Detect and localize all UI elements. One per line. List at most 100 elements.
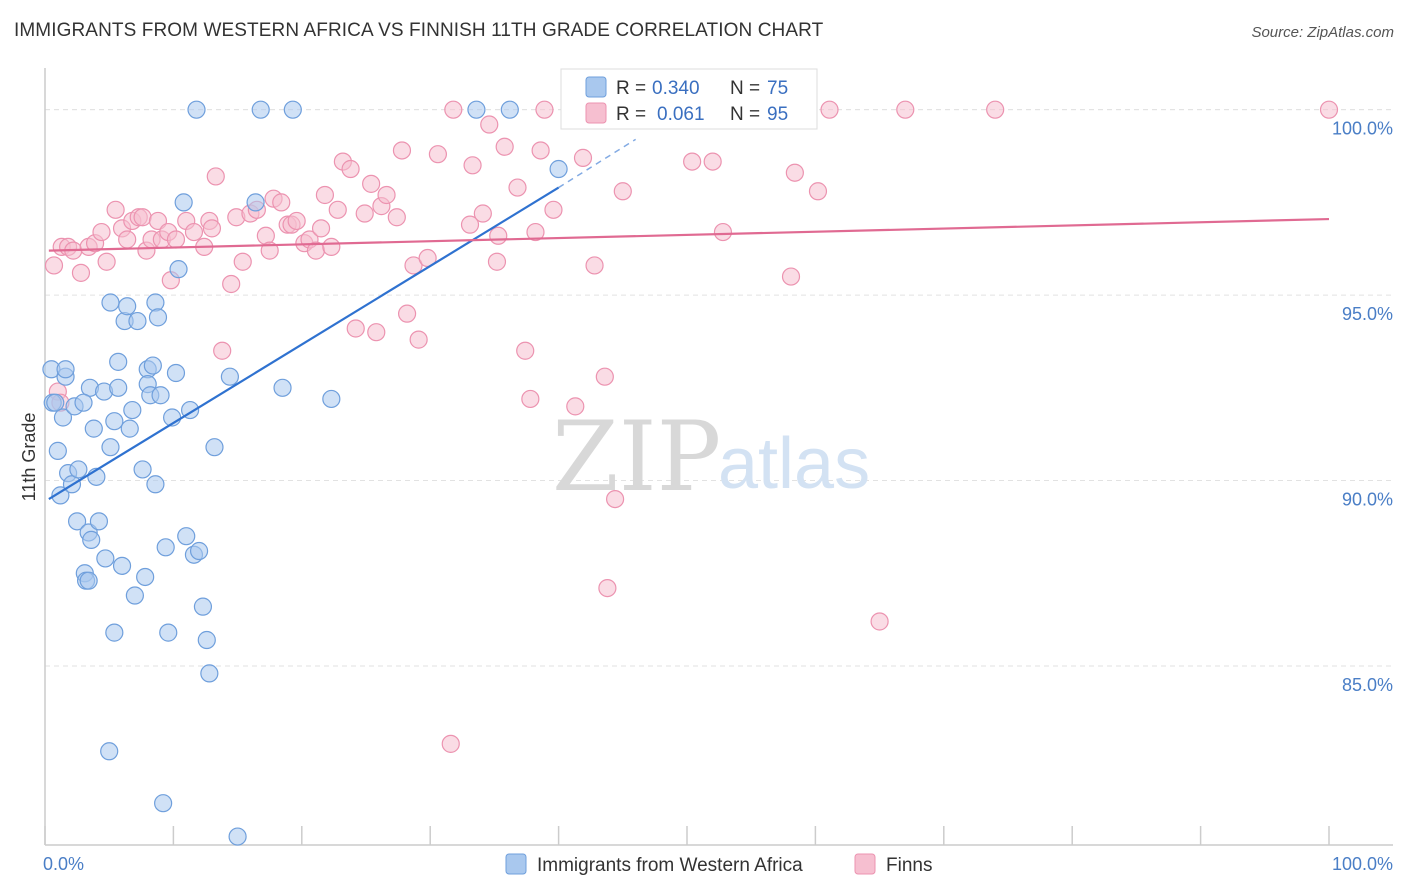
- data-point: [355, 204, 374, 223]
- data-point: [84, 419, 103, 438]
- data-point: [346, 319, 365, 338]
- data-point: [328, 200, 347, 219]
- data-point: [362, 174, 381, 193]
- data-point: [480, 115, 499, 134]
- data-point: [549, 159, 568, 179]
- data-point: [154, 794, 173, 813]
- data-point: [143, 356, 162, 375]
- data-point: [123, 400, 142, 420]
- data-point: [74, 393, 93, 412]
- gridlines: [45, 109, 1393, 667]
- data-point: [283, 100, 302, 119]
- correlation-legend: R = 0.340 N = 75 R = 0.061 N = 95: [560, 68, 818, 130]
- y-tick-label: 95.0%: [1342, 304, 1393, 324]
- data-point: [125, 586, 144, 605]
- data-point: [500, 100, 519, 119]
- legend-r-label-pink: R =: [616, 104, 646, 125]
- data-point: [202, 219, 222, 238]
- data-point: [187, 100, 206, 119]
- series-legend: Immigrants from Western Africa Finns: [505, 853, 932, 876]
- data-point: [896, 100, 915, 119]
- data-point: [531, 141, 550, 160]
- series-swatch-western-africa: [505, 853, 527, 875]
- data-point: [322, 237, 341, 256]
- data-point: [246, 193, 265, 212]
- data-point: [100, 742, 119, 761]
- data-point: [105, 412, 124, 431]
- data-point: [322, 389, 341, 409]
- data-point: [159, 623, 178, 642]
- trend-line-extension-blue: [558, 138, 637, 189]
- finns-points: [44, 100, 1339, 753]
- legend-r-value-pink: 0.061: [657, 104, 705, 125]
- x-axis-ticks: [44, 826, 1330, 845]
- data-point: [97, 252, 116, 271]
- data-point: [392, 141, 412, 160]
- data-point: [101, 293, 120, 312]
- data-point: [489, 226, 508, 245]
- data-point: [177, 527, 196, 546]
- data-point: [96, 549, 115, 568]
- data-point: [287, 211, 306, 231]
- y-tick-label: 85.0%: [1342, 675, 1393, 695]
- data-point: [508, 178, 527, 197]
- data-point: [109, 378, 128, 397]
- data-point: [82, 530, 101, 549]
- y-axis-label: 11th Grade: [19, 413, 39, 502]
- data-point: [595, 367, 614, 386]
- data-point: [387, 208, 406, 227]
- data-point: [46, 393, 65, 412]
- x-axis-tick-labels: 0.0% 100.0%: [43, 854, 1393, 874]
- trend-line-pink: [48, 217, 1330, 252]
- data-point: [220, 367, 239, 386]
- data-point: [566, 397, 585, 416]
- data-point: [785, 163, 804, 182]
- data-point: [189, 541, 209, 561]
- data-point: [166, 363, 186, 383]
- data-point: [206, 167, 225, 186]
- data-point: [397, 304, 417, 323]
- data-point: [273, 378, 292, 397]
- legend-n-value-blue: 75: [767, 78, 788, 99]
- data-point: [197, 630, 216, 650]
- data-point: [256, 226, 275, 245]
- legend-n-value-pink: 95: [767, 104, 788, 125]
- data-point: [535, 100, 554, 119]
- data-point: [222, 274, 241, 294]
- data-point: [516, 341, 535, 360]
- x-tick-label: 0.0%: [43, 854, 84, 874]
- data-point: [151, 386, 170, 405]
- data-point: [89, 512, 109, 531]
- legend-swatch-blue: [585, 76, 607, 98]
- data-point: [133, 460, 152, 479]
- data-point: [174, 193, 193, 212]
- data-point: [233, 252, 252, 271]
- data-point: [526, 222, 545, 242]
- data-point: [444, 100, 463, 119]
- data-point: [205, 438, 224, 457]
- data-point: [228, 827, 247, 846]
- data-point: [870, 612, 889, 631]
- data-point: [51, 486, 70, 505]
- data-point: [683, 152, 702, 171]
- data-point: [53, 408, 73, 427]
- data-point: [146, 293, 165, 312]
- data-point: [184, 222, 204, 242]
- data-point: [169, 260, 188, 279]
- data-point: [544, 200, 563, 219]
- data-point: [598, 578, 617, 598]
- data-point: [467, 100, 486, 119]
- series-label-western-africa: Immigrants from Western Africa: [537, 855, 803, 876]
- chart-title: IMMIGRANTS FROM WESTERN AFRICA VS FINNIS…: [14, 20, 824, 41]
- series-label-finns: Finns: [886, 855, 932, 876]
- data-point: [69, 460, 88, 479]
- legend-r-value-blue: 0.340: [652, 78, 700, 99]
- trend-lines: [48, 138, 1330, 501]
- data-point: [495, 137, 514, 156]
- data-point: [613, 182, 632, 201]
- data-point: [460, 215, 480, 234]
- data-point: [585, 256, 604, 275]
- data-point: [106, 200, 125, 219]
- data-point: [377, 185, 396, 205]
